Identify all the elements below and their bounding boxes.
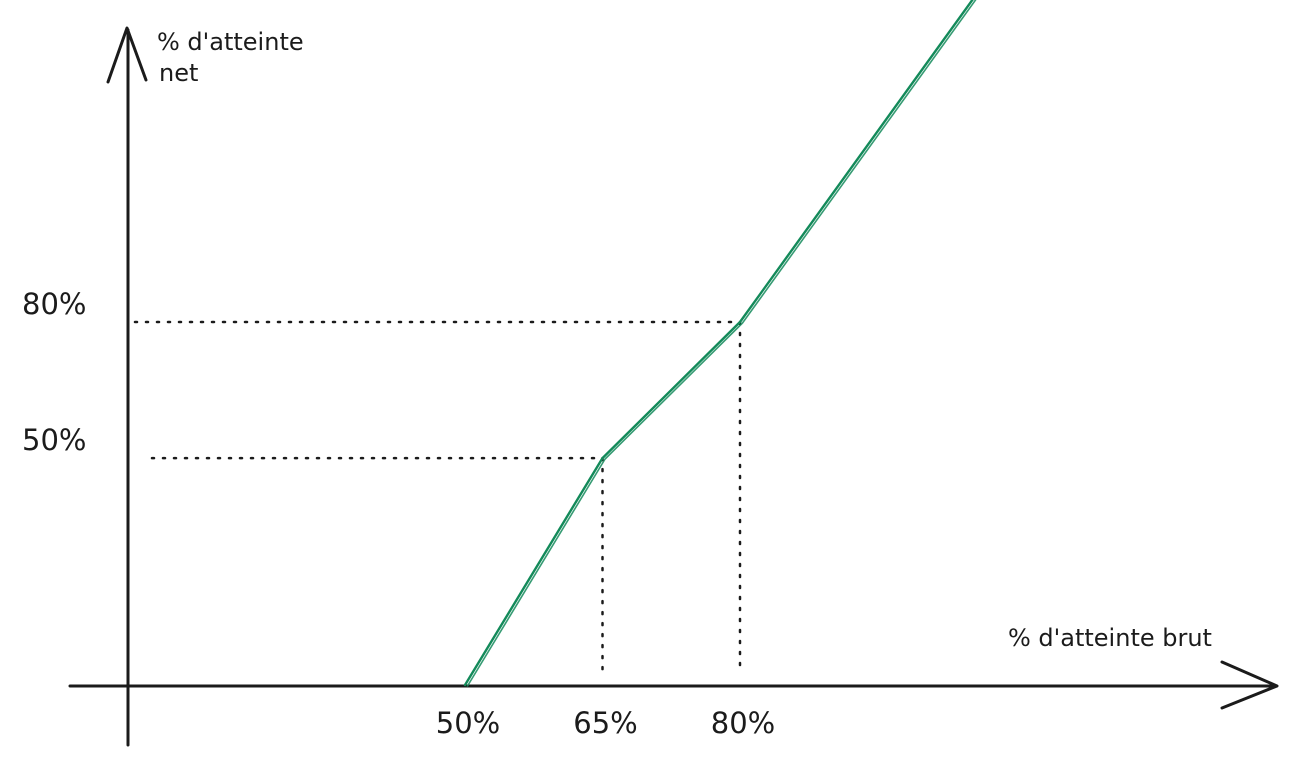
x-tick-label-80: 80% — [711, 706, 775, 740]
series-line-0-sketch — [466, 0, 977, 687]
x-tick-label-50: 50% — [436, 706, 500, 740]
series-lines — [463, 0, 977, 687]
y-axis-line — [126, 28, 130, 747]
y-axis-label-line-1: % d'atteinte — [157, 28, 304, 56]
x-axis-line — [68, 684, 1278, 688]
y-tick-labels: 50% 80% — [22, 287, 86, 457]
series-line-0 — [463, 0, 974, 687]
y-axis-arrowhead — [106, 26, 148, 84]
x-axis-arrowhead — [1220, 660, 1279, 710]
y-axis — [106, 26, 148, 747]
y-tick-label-50: 50% — [22, 423, 86, 457]
x-axis-label: % d'atteinte brut — [1008, 624, 1212, 652]
x-tick-labels: 50% 65% 80% — [436, 706, 775, 740]
y-axis-label-line-2: net — [159, 59, 198, 87]
y-tick-label-80: 80% — [22, 287, 86, 321]
guide-lines — [133, 320, 742, 672]
x-axis — [68, 660, 1279, 710]
x-tick-label-65: 65% — [573, 706, 637, 740]
